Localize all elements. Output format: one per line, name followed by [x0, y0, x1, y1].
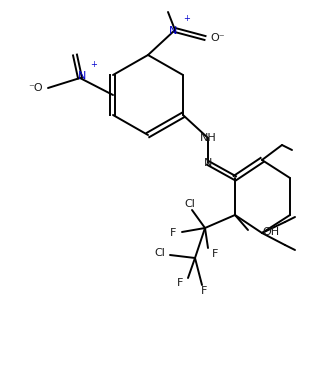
- Text: F: F: [170, 228, 176, 238]
- Text: N: N: [169, 26, 177, 36]
- Text: F: F: [201, 286, 207, 296]
- Text: NH: NH: [200, 133, 216, 143]
- Text: OH: OH: [262, 227, 279, 237]
- Text: +: +: [90, 60, 97, 69]
- Text: F: F: [177, 278, 183, 288]
- Text: +: +: [183, 14, 190, 23]
- Text: Cl: Cl: [185, 199, 195, 209]
- Text: Cl: Cl: [154, 248, 165, 258]
- Text: N: N: [78, 71, 86, 81]
- Text: ⁻O: ⁻O: [28, 83, 43, 93]
- Text: F: F: [212, 249, 218, 259]
- Text: O⁻: O⁻: [210, 33, 225, 43]
- Text: N: N: [204, 158, 212, 168]
